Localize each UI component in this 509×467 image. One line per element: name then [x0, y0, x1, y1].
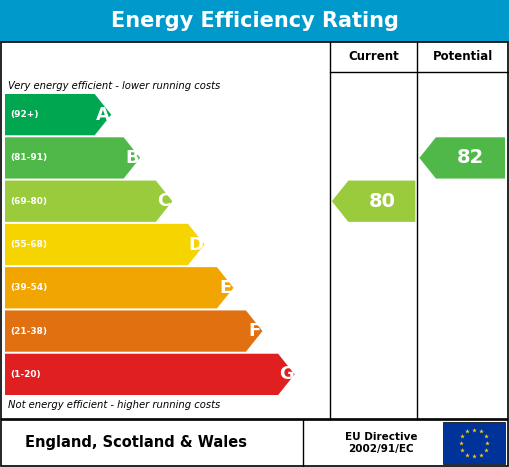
Text: EU Directive
2002/91/EC: EU Directive 2002/91/EC: [345, 432, 417, 454]
Text: F: F: [248, 322, 260, 340]
Text: (81-91): (81-91): [10, 154, 47, 163]
Text: (21-38): (21-38): [10, 326, 47, 336]
Bar: [1, 420, 508, 466]
Text: (55-68): (55-68): [10, 240, 47, 249]
Polygon shape: [5, 94, 111, 135]
Text: A: A: [96, 106, 110, 124]
Text: (1-20): (1-20): [10, 370, 41, 379]
Text: B: B: [125, 149, 139, 167]
Text: Current: Current: [348, 50, 399, 64]
Polygon shape: [5, 181, 173, 222]
Bar: [443, 422, 505, 464]
Text: 82: 82: [457, 149, 484, 168]
Text: (92+): (92+): [10, 110, 39, 119]
Text: (69-80): (69-80): [10, 197, 47, 206]
Text: G: G: [279, 365, 294, 383]
Text: (39-54): (39-54): [10, 283, 47, 292]
Text: Energy Efficiency Rating: Energy Efficiency Rating: [110, 11, 399, 31]
Bar: [1, 42, 508, 419]
Text: Very energy efficient - lower running costs: Very energy efficient - lower running co…: [8, 81, 220, 91]
Text: D: D: [189, 235, 204, 254]
Bar: [0, 0, 509, 42]
Text: 80: 80: [369, 192, 395, 211]
Polygon shape: [5, 354, 295, 395]
Polygon shape: [419, 137, 505, 178]
Polygon shape: [5, 137, 140, 178]
Polygon shape: [332, 181, 415, 222]
Polygon shape: [5, 311, 263, 352]
Polygon shape: [5, 224, 205, 265]
Text: England, Scotland & Wales: England, Scotland & Wales: [25, 436, 247, 451]
Text: Potential: Potential: [433, 50, 493, 64]
Polygon shape: [5, 267, 234, 308]
Text: E: E: [219, 279, 232, 297]
Text: C: C: [157, 192, 171, 210]
Text: Not energy efficient - higher running costs: Not energy efficient - higher running co…: [8, 400, 220, 410]
